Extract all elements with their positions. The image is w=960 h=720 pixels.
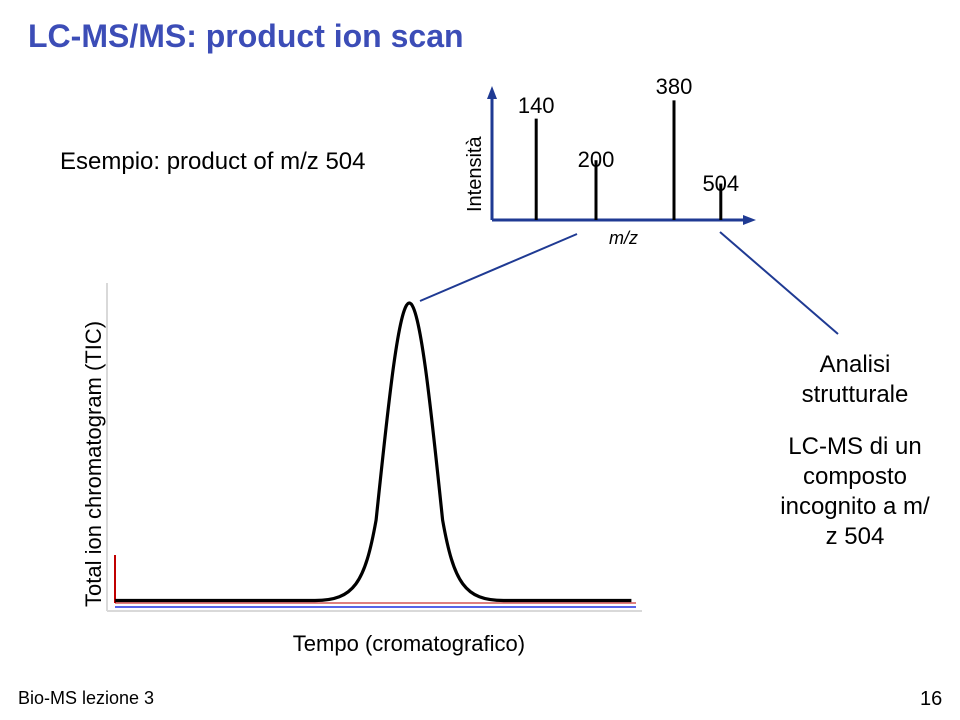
spectrum-x-axis-label: m/z: [609, 228, 638, 249]
slide-title: LC-MS/MS: product ion scan: [28, 18, 464, 55]
analysis-line: z 504: [770, 522, 940, 552]
spectrum-peak-label: 140: [514, 93, 558, 119]
analysis-text: Analisistrutturale LC-MS di uncompostoinc…: [770, 350, 940, 552]
analysis-line: [770, 410, 940, 432]
analysis-line: strutturale: [770, 380, 940, 410]
footer-text: Bio-MS lezione 3: [18, 688, 154, 709]
chromatogram-y-axis-label: Total ion chromatogram (TIC): [81, 321, 107, 607]
analysis-line: composto: [770, 462, 940, 492]
spectrum-y-axis-label: Intensità: [464, 136, 487, 212]
chromatogram-x-axis-label: Tempo (cromatografico): [293, 631, 525, 657]
spectrum-peak-label: 504: [699, 171, 743, 197]
chromatogram: [93, 275, 648, 625]
spectrum-peak-label: 380: [652, 74, 696, 100]
analysis-line: Analisi: [770, 350, 940, 380]
analysis-line: incognito a m/: [770, 492, 940, 522]
analysis-line: LC-MS di un: [770, 432, 940, 462]
page-number: 16: [920, 688, 942, 711]
spectrum-peak-label: 200: [574, 147, 618, 173]
example-text: Esempio: product of m/z 504: [60, 148, 365, 176]
